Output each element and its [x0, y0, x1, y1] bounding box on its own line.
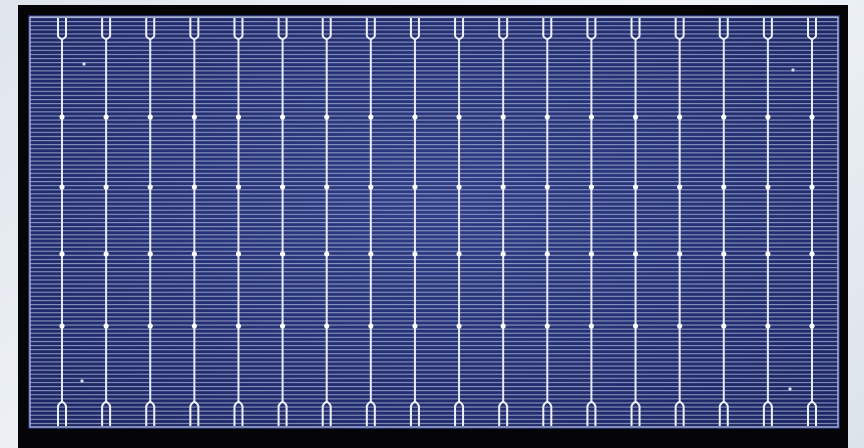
solder-pad — [412, 323, 417, 328]
solder-pad — [59, 323, 64, 328]
solder-pad — [192, 184, 197, 189]
solder-pad — [59, 114, 64, 119]
solder-pad — [765, 323, 770, 328]
solder-pad — [589, 251, 594, 256]
solder-pad — [412, 184, 417, 189]
solder-pad — [368, 323, 373, 328]
speck — [80, 379, 83, 382]
solder-pad — [633, 114, 638, 119]
solder-pad — [677, 251, 682, 256]
solder-pad — [721, 184, 726, 189]
solder-pad — [148, 184, 153, 189]
solder-pad — [765, 114, 770, 119]
solder-pad — [368, 251, 373, 256]
solder-pad — [809, 114, 814, 119]
solder-pad — [589, 323, 594, 328]
solder-pad — [368, 184, 373, 189]
solder-pad — [456, 114, 461, 119]
solder-pad — [589, 184, 594, 189]
solder-pad — [809, 323, 814, 328]
solder-pad — [633, 323, 638, 328]
solder-pad — [545, 251, 550, 256]
solder-pad — [456, 184, 461, 189]
solder-pad — [59, 251, 64, 256]
solder-pad — [545, 323, 550, 328]
solder-pad — [368, 114, 373, 119]
solder-pad — [765, 184, 770, 189]
solder-pad — [148, 251, 153, 256]
solder-pad — [324, 184, 329, 189]
solder-pad — [148, 323, 153, 328]
speck — [82, 62, 85, 65]
solder-pad — [412, 251, 417, 256]
solder-pad — [104, 251, 109, 256]
solder-pad — [104, 323, 109, 328]
solder-pad — [809, 184, 814, 189]
solder-pad — [545, 114, 550, 119]
page: (() => { const data = JSON.parse(documen… — [0, 0, 864, 448]
solder-pad — [59, 184, 64, 189]
solder-pad — [280, 323, 285, 328]
solder-pad — [236, 251, 241, 256]
solder-pad — [236, 323, 241, 328]
solder-pad — [148, 114, 153, 119]
solar-cell-photo — [0, 0, 864, 448]
solder-pad — [104, 184, 109, 189]
solder-pad — [633, 184, 638, 189]
solder-pad — [192, 251, 197, 256]
solder-pad — [501, 323, 506, 328]
solder-pad — [721, 251, 726, 256]
solder-pad — [236, 184, 241, 189]
solder-pad — [456, 251, 461, 256]
solder-pad — [677, 114, 682, 119]
solder-pad — [545, 184, 550, 189]
solder-pad — [280, 251, 285, 256]
solder-pad — [412, 114, 417, 119]
solder-pad — [589, 114, 594, 119]
speck — [791, 68, 794, 71]
solder-pad — [324, 323, 329, 328]
solder-pad — [456, 323, 461, 328]
solder-pad — [104, 114, 109, 119]
solder-pad — [501, 114, 506, 119]
solder-pad — [324, 251, 329, 256]
solder-pad — [809, 251, 814, 256]
solder-pad — [765, 251, 770, 256]
solder-pad — [192, 114, 197, 119]
solder-pad — [280, 114, 285, 119]
solder-pad — [633, 251, 638, 256]
solder-pad — [280, 184, 285, 189]
solder-pad — [236, 114, 241, 119]
solder-pad — [501, 251, 506, 256]
solder-pad — [721, 323, 726, 328]
solder-pad — [677, 184, 682, 189]
solder-pad — [192, 323, 197, 328]
solder-pad — [324, 114, 329, 119]
speck — [788, 387, 791, 390]
solder-pad — [501, 184, 506, 189]
solder-pad — [677, 323, 682, 328]
solder-pad — [721, 114, 726, 119]
